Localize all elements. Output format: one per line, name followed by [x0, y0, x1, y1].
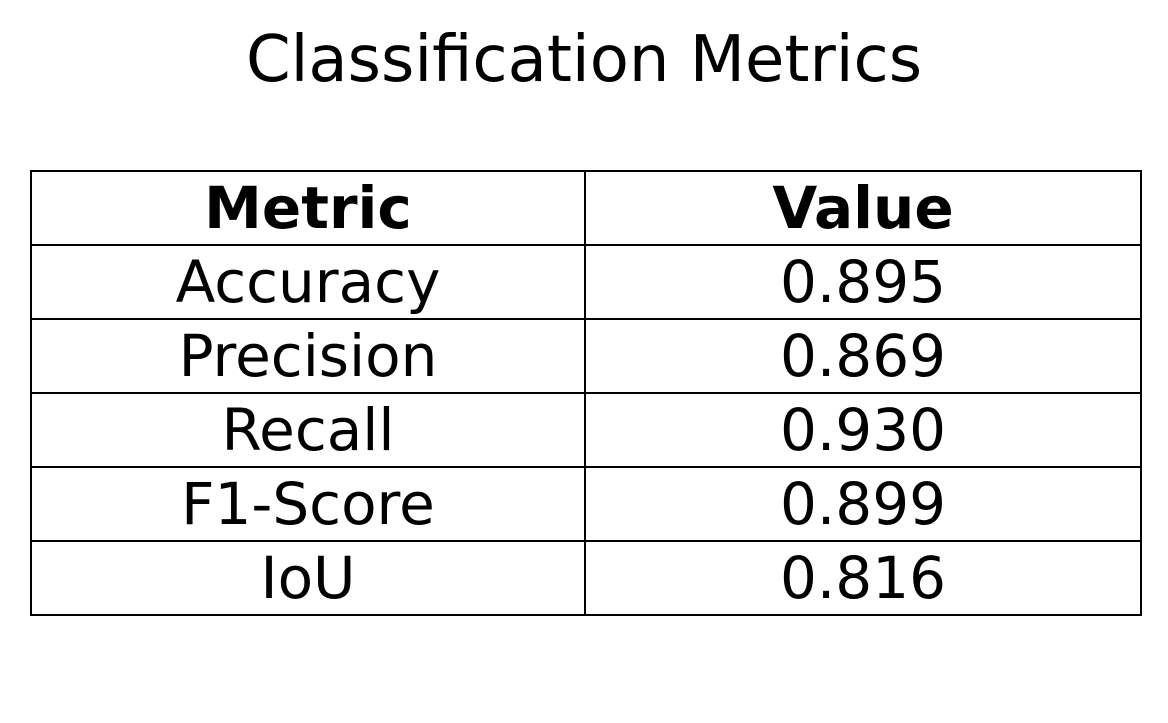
metric-name-cell: F1-Score — [30, 466, 586, 542]
metric-value-cell: 0.930 — [584, 392, 1142, 468]
table-header-row: Metric Value — [30, 170, 1142, 246]
metric-value-cell: 0.899 — [584, 466, 1142, 542]
metric-name-cell: IoU — [30, 540, 586, 616]
metric-name-cell: Recall — [30, 392, 586, 468]
table-row: F1-Score 0.899 — [30, 466, 1142, 542]
metric-value-cell: 0.869 — [584, 318, 1142, 394]
table-row: Accuracy 0.895 — [30, 244, 1142, 320]
metric-name-cell: Precision — [30, 318, 586, 394]
metrics-table: Metric Value Accuracy 0.895 Precision 0.… — [30, 170, 1142, 616]
metric-value-cell: 0.816 — [584, 540, 1142, 616]
column-header-value: Value — [584, 170, 1142, 246]
chart-title: Classification Metrics — [245, 23, 923, 97]
column-header-metric: Metric — [30, 170, 586, 246]
metric-name-cell: Accuracy — [30, 244, 586, 320]
table-row: IoU 0.816 — [30, 540, 1142, 616]
table-row: Recall 0.930 — [30, 392, 1142, 468]
metric-value-cell: 0.895 — [584, 244, 1142, 320]
table-row: Precision 0.869 — [30, 318, 1142, 394]
